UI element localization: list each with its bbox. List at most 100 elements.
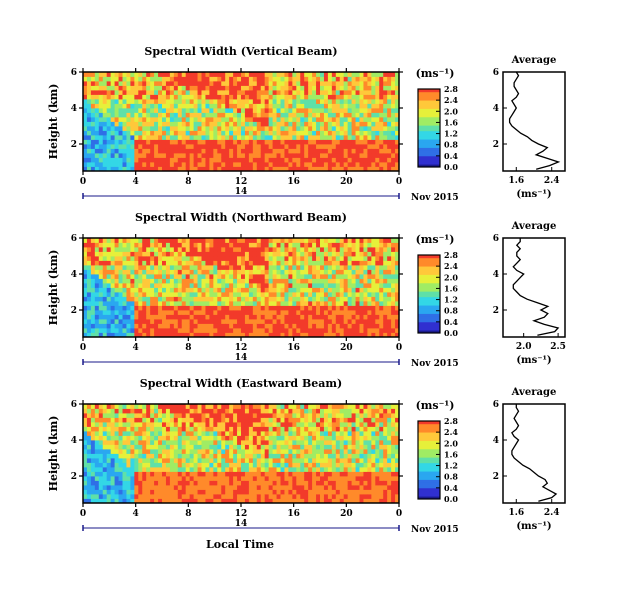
heatmap-cell xyxy=(359,90,364,95)
heatmap-cell xyxy=(154,117,159,122)
heatmap-cell xyxy=(126,287,131,293)
heatmap-cell xyxy=(367,108,372,113)
heatmap-cell xyxy=(296,94,301,100)
heatmap-cell xyxy=(173,135,179,140)
heatmap-cell xyxy=(83,453,88,459)
heatmap-cell xyxy=(102,292,108,297)
heatmap-cell xyxy=(225,103,230,109)
heatmap-cell xyxy=(241,417,246,423)
heatmap-cell xyxy=(181,494,187,499)
heatmap-cell xyxy=(355,260,360,266)
heatmap-cell xyxy=(284,310,289,315)
colorbar-band xyxy=(418,294,440,298)
heatmap-cell xyxy=(177,494,183,499)
heatmap-cell xyxy=(276,247,281,252)
heatmap-cell xyxy=(383,260,388,266)
heatmap-cell xyxy=(90,422,96,427)
heatmap-cell xyxy=(233,435,238,441)
heatmap-cell xyxy=(260,126,266,131)
heatmap-cell xyxy=(146,485,151,490)
heatmap-cell xyxy=(280,498,285,504)
heatmap-cell xyxy=(130,310,135,315)
heatmap-cell xyxy=(90,162,96,167)
heatmap-cell xyxy=(229,121,234,127)
heatmap-cell xyxy=(110,90,115,95)
heatmap-cell xyxy=(323,76,329,82)
heatmap-cell xyxy=(300,139,305,145)
heatmap-cell xyxy=(225,310,230,315)
heatmap-cell xyxy=(229,476,234,481)
heatmap-cell xyxy=(375,310,380,315)
heatmap-cell xyxy=(154,453,159,459)
heatmap-cell xyxy=(272,99,277,104)
heatmap-cell xyxy=(193,166,198,172)
heatmap-cell xyxy=(197,494,202,499)
heatmap-cell xyxy=(110,453,115,459)
heatmap-cell xyxy=(241,494,246,499)
heatmap-cell xyxy=(134,310,139,315)
heatmap-cell xyxy=(158,99,163,104)
heatmap-cell xyxy=(165,498,171,504)
heatmap-cell xyxy=(213,144,218,149)
heatmap-cell xyxy=(205,467,210,472)
heatmap-cell xyxy=(126,162,131,167)
heatmap-cell xyxy=(102,435,108,441)
heatmap-cell xyxy=(304,103,309,109)
heatmap-cell xyxy=(241,296,246,302)
heatmap-cell xyxy=(225,462,230,468)
heatmap-cell xyxy=(138,251,143,257)
heatmap-cell xyxy=(304,238,309,243)
heatmap-cell xyxy=(189,310,194,315)
heatmap-cell xyxy=(122,162,127,167)
heatmap-cell xyxy=(288,72,293,77)
heatmap-cell xyxy=(90,108,96,113)
heatmap-cell xyxy=(327,238,333,243)
heatmap-cell xyxy=(181,251,187,257)
heatmap-cell xyxy=(142,319,147,324)
heatmap-cell xyxy=(154,274,159,279)
heatmap-cell xyxy=(292,108,297,113)
heatmap-cell xyxy=(193,162,198,167)
heatmap-cell xyxy=(379,76,384,82)
heatmap-cell xyxy=(217,135,222,140)
heatmap-cell xyxy=(280,76,285,82)
heatmap-cell xyxy=(335,130,341,136)
heatmap-cell xyxy=(288,462,293,468)
heatmap-cell xyxy=(173,467,179,472)
heatmap-cell xyxy=(193,296,198,302)
heatmap-cell xyxy=(383,103,388,109)
heatmap-cell xyxy=(395,117,400,122)
heatmap-cell xyxy=(177,422,183,427)
heatmap-cell xyxy=(130,485,135,490)
heatmap-cell xyxy=(233,476,238,481)
heatmap-cell xyxy=(252,81,258,86)
heatmap-cell xyxy=(106,332,112,338)
colorbar-band xyxy=(418,128,440,132)
heatmap-cell xyxy=(387,135,392,140)
heatmap-cell xyxy=(244,148,250,154)
heatmap-cell xyxy=(213,85,218,91)
heatmap-cell xyxy=(300,431,305,436)
heatmap-cell xyxy=(94,292,100,297)
heatmap-cell xyxy=(94,310,100,315)
heatmap-cell xyxy=(276,301,281,306)
heatmap-cell xyxy=(383,148,388,154)
heatmap-cell xyxy=(134,130,139,136)
heatmap-cell xyxy=(367,242,372,248)
heatmap-cell xyxy=(150,269,155,275)
heatmap-cell xyxy=(355,135,360,140)
heatmap-cell xyxy=(110,256,115,261)
colorbar-band xyxy=(418,105,440,109)
heatmap-cell xyxy=(90,126,96,131)
heatmap-cell xyxy=(217,117,222,122)
heatmap-cell xyxy=(189,301,194,306)
heatmap-cell xyxy=(229,462,234,468)
heatmap-cell xyxy=(193,332,198,338)
heatmap-cell xyxy=(308,121,313,127)
heatmap-cell xyxy=(162,81,167,86)
heatmap-cell xyxy=(237,99,242,104)
heatmap-cell xyxy=(375,72,380,77)
heatmap-cell xyxy=(138,480,143,486)
heatmap-cell xyxy=(86,166,92,172)
heatmap-cell xyxy=(351,301,356,306)
